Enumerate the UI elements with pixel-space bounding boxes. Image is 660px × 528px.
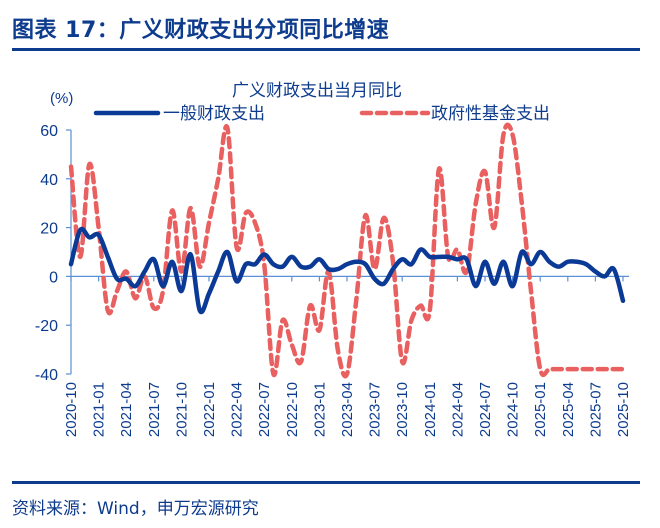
svg-text:2025-07: 2025-07 [587,382,604,437]
title-divider [12,48,640,51]
svg-text:60: 60 [40,123,58,140]
source-divider [12,481,640,484]
svg-text:2021-04: 2021-04 [118,382,135,437]
legend: 一般财政支出 政府性基金支出 [93,104,550,123]
svg-text:2024-07: 2024-07 [477,382,494,437]
svg-text:2023-01: 2023-01 [311,382,328,437]
y-axis-unit: (%) [50,90,73,107]
svg-text:2021-01: 2021-01 [91,382,108,437]
svg-text:-40: -40 [35,367,58,384]
svg-text:2022-07: 2022-07 [256,382,273,437]
legend-label-fund: 政府性基金支出 [431,104,550,123]
svg-text:2022-10: 2022-10 [284,382,301,437]
series-fund-line [68,122,626,379]
svg-text:2023-10: 2023-10 [394,382,411,437]
axes: 60 40 20 0 -20 -40 2020-10 2021-01 2021-04 2021-0… [35,123,632,437]
svg-text:2022-01: 2022-01 [201,382,218,437]
svg-text:0: 0 [49,269,58,286]
line-chart: 广义财政支出当月同比 (%) 一般财政支出 政府性基金支出 60 40 20 0 -20… [35,81,632,437]
svg-text:2025-04: 2025-04 [560,382,577,437]
svg-text:20: 20 [40,221,58,238]
svg-text:2021-10: 2021-10 [173,382,190,437]
svg-text:2023-07: 2023-07 [367,382,384,437]
svg-text:2024-04: 2024-04 [449,382,466,437]
svg-text:2022-04: 2022-04 [229,382,246,437]
series-general-line [68,226,626,315]
svg-text:2024-10: 2024-10 [505,382,522,437]
svg-text:-20: -20 [35,318,58,335]
svg-text:2023-04: 2023-04 [339,382,356,437]
series-lines [68,122,626,379]
figure-title: 图表 17：广义财政支出分项同比增速 [12,18,390,43]
source-note: 资料来源：Wind，申万宏源研究 [12,499,259,519]
svg-text:2024-01: 2024-01 [422,382,439,437]
svg-text:2021-07: 2021-07 [146,382,163,437]
svg-text:40: 40 [40,172,58,189]
legend-label-general: 一般财政支出 [163,104,265,123]
chart-title: 广义财政支出当月同比 [232,81,402,100]
svg-text:2020-10: 2020-10 [63,382,80,437]
svg-text:2025-01: 2025-01 [532,382,549,437]
svg-text:2025-10: 2025-10 [615,382,632,437]
